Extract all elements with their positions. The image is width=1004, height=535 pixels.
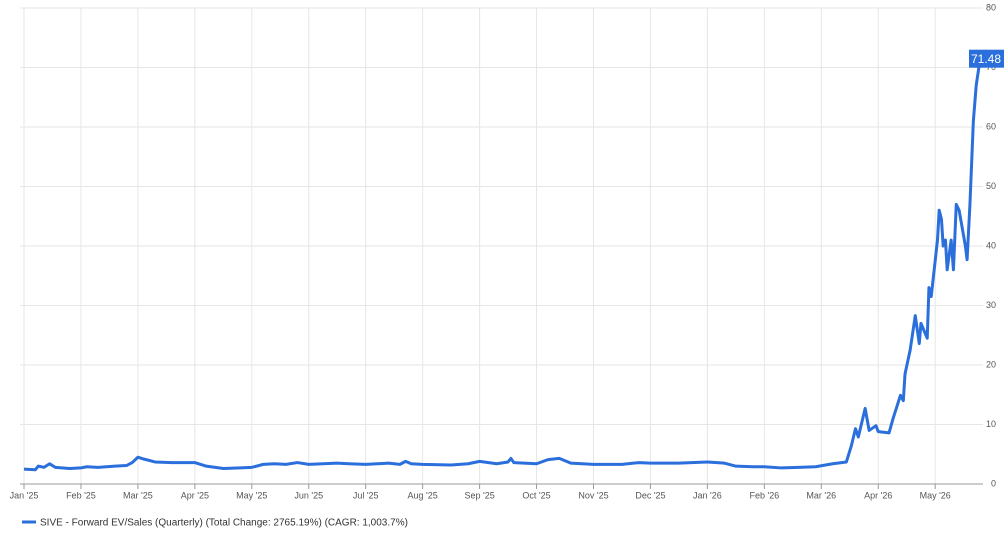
x-tick-label: May '25 — [236, 490, 267, 500]
legend-label: SIVE - Forward EV/Sales (Quarterly) (Tot… — [40, 518, 408, 529]
x-tick-label: Jul '25 — [353, 490, 379, 500]
x-tick-label: Jan '25 — [10, 490, 39, 500]
x-tick-label: Jan '26 — [693, 490, 722, 500]
y-tick-label: 60 — [986, 121, 996, 131]
y-tick-label: 20 — [986, 359, 996, 369]
y-tick-label: 30 — [986, 300, 996, 310]
x-tick-label: Nov '25 — [578, 490, 608, 500]
x-tick-label: Apr '25 — [181, 490, 209, 500]
x-tick-label: Aug '25 — [408, 490, 438, 500]
series-line — [23, 58, 982, 472]
x-tick-label: Jun '25 — [294, 490, 323, 500]
x-tick-label: Mar '25 — [123, 490, 153, 500]
y-tick-label: 80 — [986, 2, 996, 12]
x-tick-label: Feb '26 — [749, 490, 779, 500]
y-tick-label: 50 — [986, 181, 996, 191]
y-tick-label: 40 — [986, 240, 996, 250]
y-tick-label: 0 — [991, 478, 996, 488]
x-tick-label: Sep '25 — [464, 490, 494, 500]
x-tick-label: Feb '25 — [66, 490, 96, 500]
x-tick-label: Apr '26 — [864, 490, 892, 500]
last-value-label: 71.48 — [971, 52, 1001, 66]
x-tick-label: Mar '26 — [806, 490, 836, 500]
x-tick-label: Dec '25 — [635, 490, 665, 500]
x-tick-label: May '26 — [920, 490, 951, 500]
x-tick-label: Oct '25 — [522, 490, 550, 500]
last-value-box — [969, 49, 1004, 68]
y-tick-label: 10 — [986, 419, 996, 429]
